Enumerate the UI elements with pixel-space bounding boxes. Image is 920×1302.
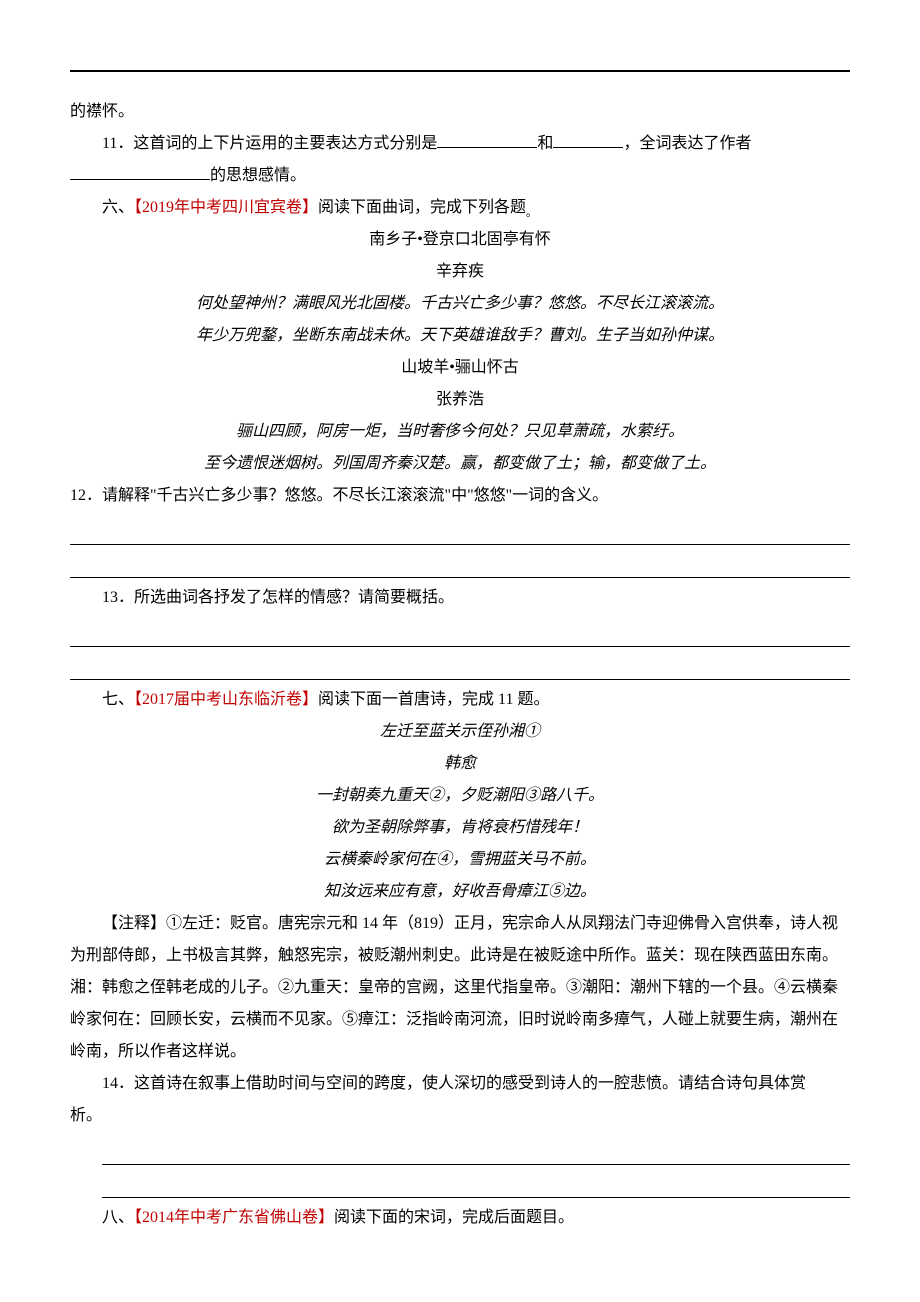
section-7-source: 【2017届中考山东临沂卷】 xyxy=(134,691,318,708)
q14-answer-line-1[interactable] xyxy=(102,1136,850,1165)
poem3-line4: 知汝远来应有意，好收吾骨瘴江⑤边。 xyxy=(70,876,850,908)
question-13: 13．所选曲词各抒发了怎样的情感？请简要概括。 xyxy=(70,582,850,614)
page-container: 的襟怀。 11．这首词的上下片运用的主要表达方式分别是 和 ，全词表达了作者 的思想… xyxy=(0,0,920,1274)
question-12: 12．请解释"千古兴亡多少事？悠悠。不尽长江滚滚流"中"悠悠"一词的含义。 xyxy=(70,480,850,512)
q12-answer-line-1[interactable] xyxy=(70,516,850,545)
poem3-title: 左迁至蓝关示侄孙湘① xyxy=(70,716,850,748)
poem2-line2: 至今遗恨迷烟树。列国周齐秦汉楚。赢，都变做了土；输，都变做了土。 xyxy=(70,448,850,480)
section-7-header: 七、【2017届中考山东临沂卷】阅读下面一首唐诗，完成 11 题。 xyxy=(70,684,850,716)
q11-text-end: 的思想感情。 xyxy=(210,167,306,184)
section-7-notes: 【注释】①左迁：贬官。唐宪宗元和 14 年（819）正月，宪宗命人从凤翔法门寺迎… xyxy=(70,908,850,1068)
q14-answer-line-2[interactable] xyxy=(102,1169,850,1198)
question-14-b: 析。 xyxy=(70,1100,850,1132)
q11-blank-1[interactable] xyxy=(437,131,537,148)
q12-answer-line-2[interactable] xyxy=(70,549,850,578)
poem1-title: 南乡子•登京口北固亭有怀 xyxy=(70,224,850,256)
poem1-line2: 年少万兜鍪，坐断东南战未休。天下英雄谁敌手？曹刘。生子当如孙仲谋。 xyxy=(70,320,850,352)
section-8-header: 八、【2014年中考广东省佛山卷】阅读下面的宋词，完成后面题目。 xyxy=(70,1202,850,1234)
section-8-instruction: 阅读下面的宋词，完成后面题目。 xyxy=(334,1209,574,1226)
section-8-prefix: 八、 xyxy=(102,1209,134,1226)
q11-text-after: ，全词表达了作者 xyxy=(623,135,751,152)
poem2-title: 山坡羊•骊山怀古 xyxy=(70,352,850,384)
poem1-author: 辛弃疾 xyxy=(70,256,850,288)
section-7-instruction: 阅读下面一首唐诗，完成 11 题。 xyxy=(318,691,549,708)
note-text: ①左迁：贬官。唐宪宗元和 14 年（819）正月，宪宗命人从凤翔法门寺迎佛骨入宫… xyxy=(70,915,838,1060)
question-11-line2: 的思想感情。 xyxy=(70,160,850,192)
section-7-prefix: 七、 xyxy=(102,691,134,708)
q11-blank-2[interactable] xyxy=(553,131,623,148)
q11-text-mid: 和 xyxy=(537,135,553,152)
section-6-prefix: 六、 xyxy=(102,199,134,216)
continuation-text: 的襟怀。 xyxy=(70,96,850,128)
section-6-dot: 。 xyxy=(526,207,537,219)
section-6-header: 六、【2019年中考四川宜宾卷】阅读下面曲词，完成下列各题。 xyxy=(70,192,850,224)
poem2-author: 张养浩 xyxy=(70,384,850,416)
poem1-line1: 何处望神州？满眼风光北固楼。千古兴亡多少事？悠悠。不尽长江滚滚流。 xyxy=(70,288,850,320)
poem3-line1: 一封朝奏九重天②，夕贬潮阳③路八千。 xyxy=(70,780,850,812)
poem3-line2: 欲为圣朝除弊事，肯将衰朽惜残年！ xyxy=(70,812,850,844)
q13-answer-line-1[interactable] xyxy=(70,618,850,647)
poem3-author: 韩愈 xyxy=(70,748,850,780)
top-rule xyxy=(70,70,850,72)
section-6-source: 【2019年中考四川宜宾卷】 xyxy=(134,199,318,216)
question-14-a: 14．这首诗在叙事上借助时间与空间的跨度，使人深切的感受到诗人的一腔悲愤。请结合… xyxy=(70,1068,850,1100)
q11-blank-3[interactable] xyxy=(70,163,210,180)
poem3-line3: 云横秦岭家何在④，雪拥蓝关马不前。 xyxy=(70,844,850,876)
q13-answer-line-2[interactable] xyxy=(70,651,850,680)
question-11: 11．这首词的上下片运用的主要表达方式分别是 和 ，全词表达了作者 xyxy=(70,128,850,160)
poem2-line1: 骊山四顾，阿房一炬，当时奢侈今何处？只见草萧疏，水萦纡。 xyxy=(70,416,850,448)
section-8-source: 【2014年中考广东省佛山卷】 xyxy=(134,1209,334,1226)
note-label: 【注释】 xyxy=(102,915,166,932)
section-6-instruction: 阅读下面曲词，完成下列各题 xyxy=(318,199,526,216)
q11-text-before: 11．这首词的上下片运用的主要表达方式分别是 xyxy=(102,135,437,152)
